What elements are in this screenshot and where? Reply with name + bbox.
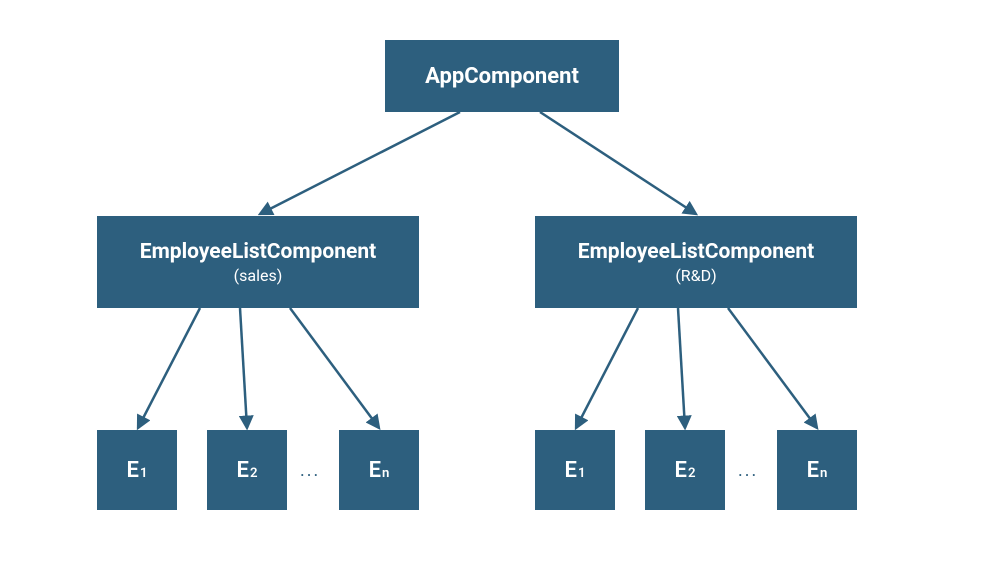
edge-arrow [728,308,817,428]
leaf-label: E1 [127,458,148,483]
leaf-node: E1 [535,430,615,510]
leaf-label: En [369,458,390,483]
component-tree-diagram: AppComponent EmployeeListComponent (sale… [0,0,1000,567]
leaf-node: E2 [645,430,725,510]
edge-arrow [260,112,460,214]
leaf-node: E1 [97,430,177,510]
leaf-node: En [777,430,857,510]
mid-left-label: EmployeeListComponent [140,240,376,264]
edge-arrow [138,308,200,428]
edge-arrow [240,308,247,428]
edge-arrow [678,308,685,428]
edge-arrow [576,308,638,428]
edge-arrow [540,112,696,214]
leaf-label: E1 [565,458,586,483]
ellipsis: ... [738,460,758,481]
leaf-label: E2 [237,458,258,483]
leaf-label: En [807,458,828,483]
root-label: AppComponent [425,64,579,89]
leaf-label: E2 [675,458,696,483]
mid-left-subtitle: (sales) [234,266,283,285]
mid-left-node: EmployeeListComponent (sales) [97,216,419,308]
leaf-node: E2 [207,430,287,510]
leaf-node: En [339,430,419,510]
root-node: AppComponent [385,40,619,112]
edge-arrow [290,308,379,428]
mid-right-subtitle: (R&D) [675,266,716,285]
ellipsis: ... [300,460,320,481]
mid-right-label: EmployeeListComponent [578,240,814,264]
mid-right-node: EmployeeListComponent (R&D) [535,216,857,308]
